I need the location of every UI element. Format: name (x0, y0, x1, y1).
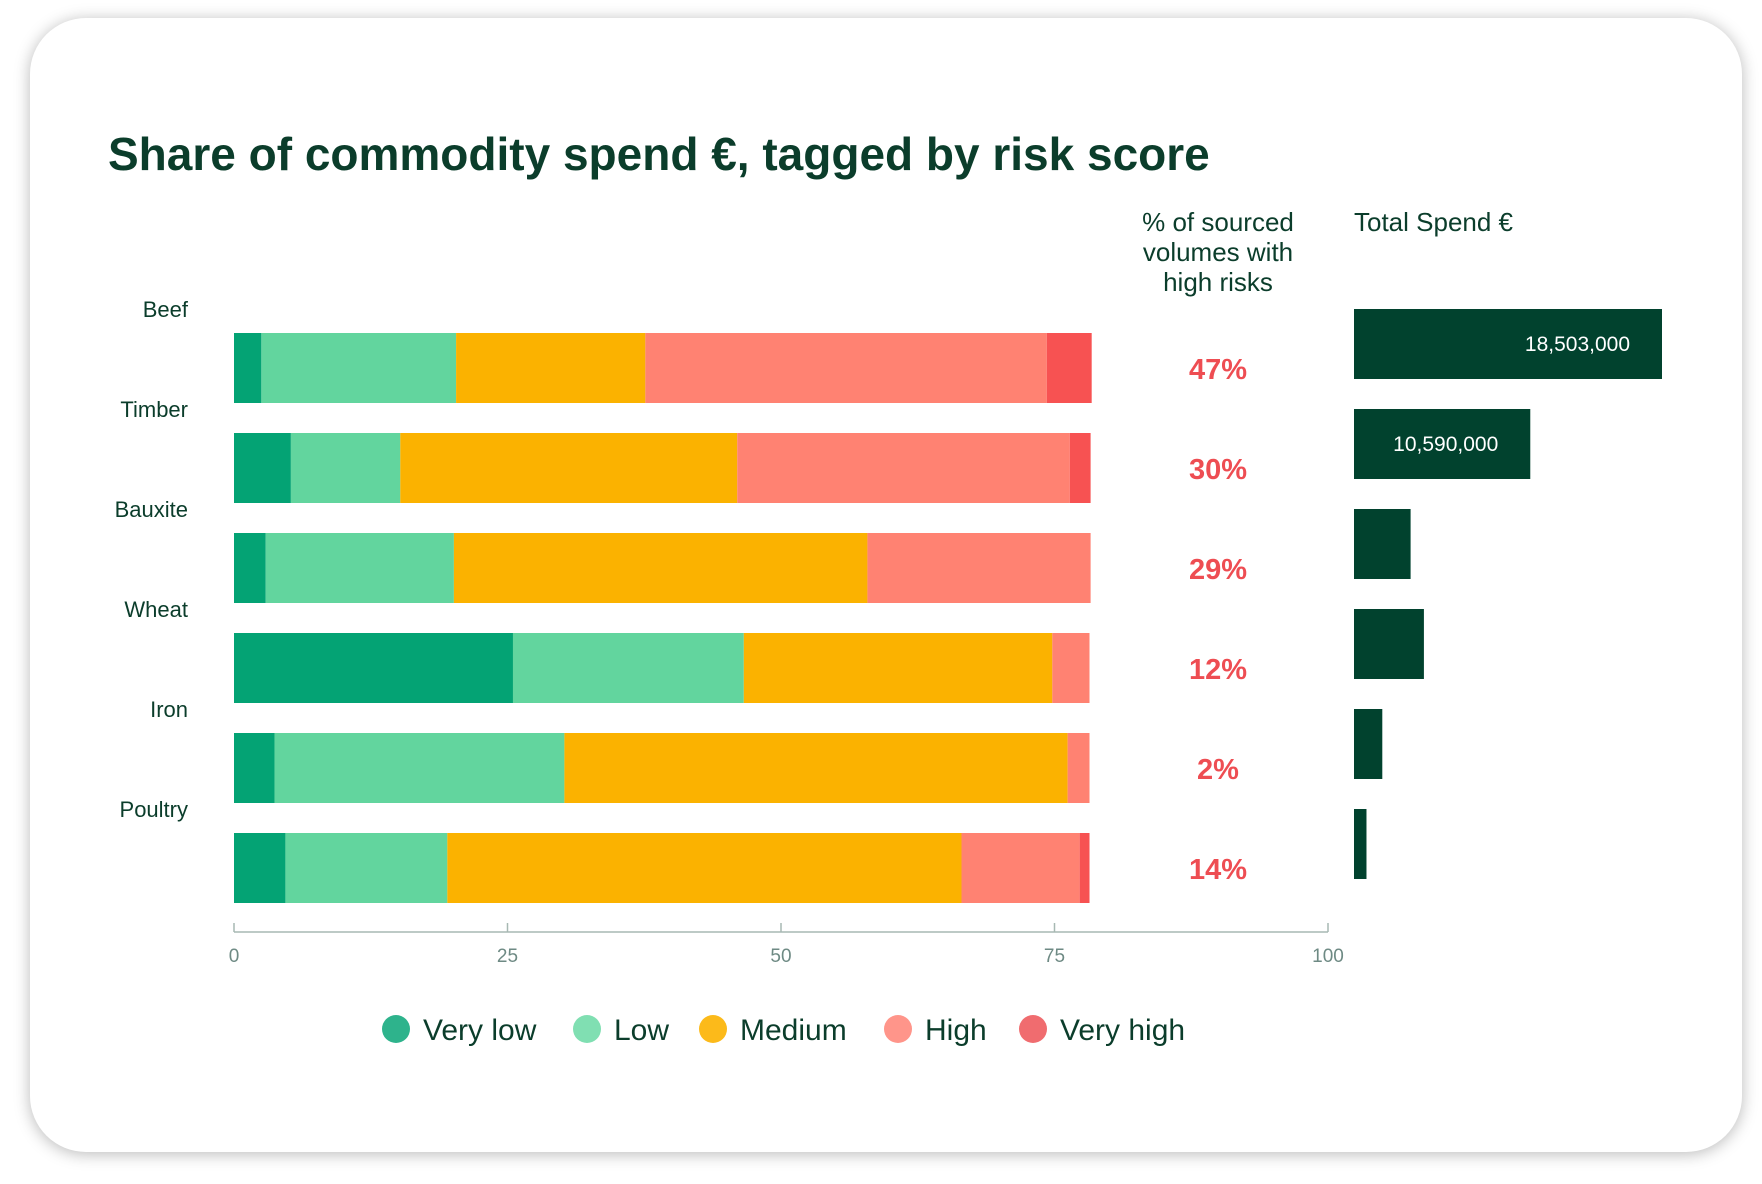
bar-segment-beef-very-low (234, 333, 262, 403)
bar-segment-bauxite-very-low (234, 533, 266, 603)
legend-label-high: High (925, 1014, 987, 1047)
category-label-wheat: Wheat (124, 597, 188, 622)
bar-segment-timber-very-low (234, 433, 291, 503)
x-tick-label-100: 100 (1312, 946, 1344, 967)
x-tick-label-25: 25 (497, 946, 518, 967)
category-labels: Beef Timber Bauxite Wheat Iron Poultry (115, 297, 189, 822)
high-risk-pct-beef: 47% (1189, 354, 1247, 386)
spend-bar-iron (1354, 709, 1383, 779)
high-risk-pct-wheat: 12% (1189, 654, 1247, 686)
bar-segment-wheat-medium (743, 633, 1053, 703)
high-risk-header-line-2: volumes with (1143, 237, 1293, 267)
x-axis: 0 25 50 75 100 (229, 923, 1344, 967)
spend-bar-beef (1354, 309, 1662, 379)
x-tick-label-75: 75 (1044, 946, 1065, 967)
category-label-timber: Timber (120, 397, 188, 422)
high-risk-header-line-3: high risks (1163, 267, 1273, 297)
spend-bar-bauxite (1354, 509, 1411, 579)
high-risk-pct-poultry: 14% (1189, 854, 1247, 886)
legend-label-very-high: Very high (1060, 1014, 1185, 1047)
bar-segment-poultry-very-low (234, 833, 286, 903)
bar-segment-timber-very-high (1069, 433, 1091, 503)
legend-marker-very-high (1019, 1015, 1047, 1043)
legend-marker-very-low (382, 1015, 410, 1043)
bar-segment-poultry-medium (447, 833, 962, 903)
stacked-bars (234, 333, 1092, 903)
category-label-beef: Beef (143, 297, 189, 322)
high-risk-pct-iron: 2% (1197, 754, 1239, 786)
legend: Very low Low Medium High Very high (382, 1014, 1185, 1047)
spend-label-beef: 18,503,000 (1525, 333, 1630, 356)
category-label-iron: Iron (150, 697, 188, 722)
bar-segment-iron-low (274, 733, 565, 803)
spend-bar-poultry (1354, 809, 1367, 879)
bar-segment-bauxite-medium (453, 533, 868, 603)
legend-marker-low (573, 1015, 601, 1043)
bar-segment-iron-medium (564, 733, 1068, 803)
legend-marker-high (884, 1015, 912, 1043)
legend-label-medium: Medium (740, 1014, 847, 1047)
column-headers: % of sourced volumes with high risks Tot… (1142, 207, 1513, 297)
high-risk-percentages: 47% 30% 29% 12% 2% 14% (1189, 354, 1247, 886)
high-risk-header-line-1: % of sourced (1142, 207, 1294, 237)
bar-segment-poultry-very-high (1079, 833, 1090, 903)
high-risk-pct-bauxite: 29% (1189, 554, 1247, 586)
bar-segment-beef-high (645, 333, 1047, 403)
legend-label-low: Low (614, 1014, 669, 1047)
chart-title: Share of commodity spend €, tagged by ri… (108, 128, 1210, 180)
legend-marker-medium (699, 1015, 727, 1043)
bar-segment-bauxite-low (265, 533, 454, 603)
bar-segment-timber-medium (400, 433, 738, 503)
high-risk-pct-timber: 30% (1189, 454, 1247, 486)
bar-segment-poultry-low (285, 833, 448, 903)
bar-segment-beef-low (261, 333, 457, 403)
bar-segment-timber-low (290, 433, 401, 503)
bar-segment-timber-high (737, 433, 1070, 503)
category-label-bauxite: Bauxite (115, 497, 188, 522)
bar-segment-wheat-low (512, 633, 744, 703)
spend-bar-timber (1354, 409, 1531, 479)
bar-segment-iron-high (1067, 733, 1090, 803)
legend-label-very-low: Very low (423, 1014, 537, 1047)
bar-segment-beef-very-high (1046, 333, 1092, 403)
spend-label-timber: 10,590,000 (1393, 433, 1498, 456)
bar-segment-beef-medium (456, 333, 646, 403)
bar-segment-wheat-very-low (234, 633, 513, 703)
bar-segment-iron-very-low (234, 733, 275, 803)
bar-segment-wheat-high (1052, 633, 1090, 703)
spend-bar-wheat (1354, 609, 1424, 679)
bar-segment-bauxite-high (867, 533, 1091, 603)
total-spend-bars: 18,503,000 10,590,000 (1354, 309, 1662, 879)
bar-segment-poultry-high (961, 833, 1080, 903)
category-label-poultry: Poultry (120, 797, 188, 822)
x-tick-label-0: 0 (229, 946, 240, 967)
x-tick-label-50: 50 (770, 946, 791, 967)
total-spend-header: Total Spend € (1354, 207, 1514, 237)
